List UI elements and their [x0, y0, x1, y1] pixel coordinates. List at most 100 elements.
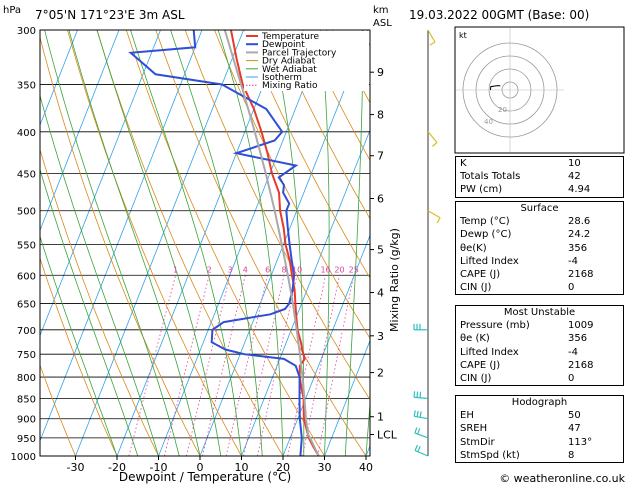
mixing-ratio-label: 2 [207, 265, 212, 274]
hodograph-value: 47 [568, 423, 581, 435]
hodograph: kt 20 40 [454, 26, 625, 154]
pressure-tick-label: 950 [17, 434, 36, 445]
hodograph-trace [490, 85, 501, 91]
isotherm-line [158, 30, 327, 456]
temperature-tick-label: -30 [67, 461, 85, 474]
index-label: Totals Totals [460, 171, 521, 183]
most-unstable-value: 356 [568, 333, 588, 345]
wet-adiabat-line [68, 30, 201, 456]
isotherm-line [40, 30, 120, 232]
surface-row: Lifted Index -4 [456, 255, 623, 268]
hodograph-label: StmDir [460, 436, 495, 448]
mixing-ratio-line [202, 275, 246, 456]
axes-layer: 1 2 3 4 6 8 10 16 20 2530035040045050055060065070… [11, 26, 398, 474]
wind-barb-shaft [427, 29, 436, 43]
most-unstable-row: Lifted Index -4 [456, 346, 623, 359]
mixing-ratio-label: 8 [281, 265, 286, 274]
hodograph-ring-label: 20 [498, 106, 507, 114]
hodograph-row: EH 50 [456, 409, 623, 422]
isotherm-line [40, 30, 161, 337]
index-row-totals: Totals Totals 42 [456, 170, 623, 183]
most-unstable-value: 1009 [568, 320, 594, 332]
pressure-tick-label: 700 [17, 326, 36, 337]
temperature-tick-label: 0 [197, 461, 204, 474]
legend-entry: Parcel Trajectory [262, 48, 337, 58]
legend-entry: Wet Adiabat [262, 65, 317, 75]
wet-adiabat-line [170, 30, 263, 456]
surface-row: CAPE (J) 2168 [456, 268, 623, 281]
legend-entry: Dewpoint [262, 40, 305, 50]
pressure-tick-label: 750 [17, 350, 36, 361]
pressure-unit: hPa [3, 5, 21, 16]
series-parcel-trajectory [223, 30, 320, 456]
pressure-tick-label: 550 [17, 240, 36, 251]
most-unstable-row: CIN (J) 0 [456, 372, 623, 385]
mixing-ratio-label: 10 [292, 265, 302, 274]
dry-adiabat-line [67, 30, 242, 456]
temperature-tick-label: -20 [108, 461, 126, 474]
legend-box [244, 31, 369, 91]
index-value: 4.94 [568, 184, 591, 196]
legend-entry: Temperature [261, 32, 319, 42]
wet-adiabat-line [44, 30, 180, 456]
wind-barb-flag [419, 391, 422, 398]
pressure-tick-label: 350 [17, 81, 36, 92]
height-tick-label: 1 [377, 411, 384, 424]
height-tick-label: LCL [377, 428, 398, 441]
index-value: 42 [568, 171, 581, 183]
wind-barb-shaft [414, 449, 429, 457]
most-unstable-title: Most Unstable [503, 307, 576, 318]
index-label: K [460, 158, 467, 169]
index-label: PW (cm) [460, 184, 503, 196]
wind-barb-flag [436, 217, 441, 224]
isotherm-line [40, 30, 78, 127]
dry-adiabat-line [40, 35, 201, 456]
surface-row: Dewp (°C) 24.2 [456, 228, 623, 241]
most-unstable-label: CAPE (J) [460, 359, 501, 371]
most-unstable-value: 0 [568, 372, 575, 384]
legend-entry: Isotherm [262, 73, 302, 83]
pressure-tick-label: 1000 [11, 452, 36, 463]
wet-adiabat-line [40, 94, 159, 456]
series-temperature [230, 30, 320, 456]
wind-barb-flag [429, 41, 436, 46]
most-unstable-label: Lifted Index [460, 346, 519, 358]
surface-label: Temp (°C) [460, 216, 510, 228]
pressure-tick-label: 500 [17, 207, 36, 218]
hodograph-value: 113° [568, 436, 593, 448]
wind-barb-shaft [414, 396, 429, 400]
height-tick-label: 3 [377, 330, 384, 343]
index-row-pw: PW (cm) 4.94 [456, 183, 623, 196]
mixing-ratio-line [287, 275, 326, 456]
temperature-tick-label: 40 [359, 461, 373, 474]
height-tick-label: 9 [377, 66, 384, 79]
wind-barb-flag [416, 391, 419, 398]
height-tick-label: 6 [377, 193, 384, 206]
isotherm-line [116, 30, 286, 456]
wind-barb-flag [414, 444, 419, 451]
mixing-ratio-line [317, 275, 355, 456]
wind-barbs [413, 29, 441, 457]
dry-adiabat-line [96, 30, 284, 456]
mixing-ratio-line [225, 275, 268, 456]
wet-adiabat-line [217, 30, 284, 456]
mixing-ratio-line [243, 275, 285, 456]
isotherm-line [75, 30, 244, 456]
isotherm-line [199, 30, 369, 456]
isotherm-line [40, 30, 203, 442]
pressure-tick-label: 800 [17, 373, 36, 384]
height-tick-label: 5 [377, 244, 384, 257]
mixing-ratio-line [128, 275, 176, 456]
isotherm-line [324, 339, 370, 456]
pressure-tick-label: 400 [17, 128, 36, 139]
height-tick-label: 2 [377, 367, 384, 380]
mixing-ratio-label: 20 [334, 265, 344, 274]
most-unstable-value: -4 [568, 346, 578, 358]
wind-barb-flag [432, 142, 438, 147]
wind-barb-shaft [414, 432, 429, 439]
hodograph-unit: kt [459, 31, 467, 40]
hodograph-row: SREH 47 [456, 422, 623, 435]
wind-barb-flag [419, 411, 422, 418]
